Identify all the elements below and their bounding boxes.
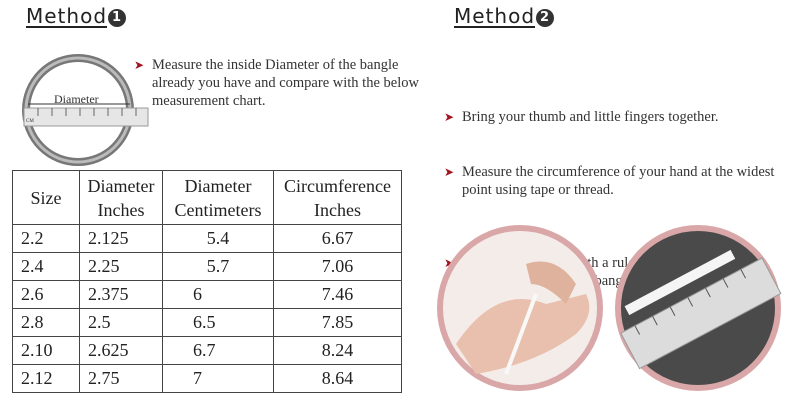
method1-instruction: ➤ Measure the inside Diameter of the bang… xyxy=(134,57,419,109)
table-row: 2.12 2.75 7 8.64 xyxy=(12,364,402,393)
table-row: 2.8 2.5 6.5 7.85 xyxy=(12,308,402,337)
header-size: Size xyxy=(12,170,80,225)
ruler-unit: CM xyxy=(26,119,34,124)
number-badge: 2 xyxy=(536,9,555,27)
arrow-bullet-icon: ➤ xyxy=(444,165,455,179)
ruler-photo xyxy=(615,225,782,391)
table-row: 2.10 2.625 6.7 8.24 xyxy=(12,336,402,365)
method2-title: Method 2 xyxy=(454,4,555,28)
size-chart-table: Size Diameter Inches Diameter Centimeter… xyxy=(12,170,402,393)
arrow-bullet-icon: ➤ xyxy=(134,58,145,72)
diameter-label: Diameter xyxy=(54,92,99,106)
header-diameter-inches: Diameter Inches xyxy=(79,170,163,225)
arrow-bullet-icon: ➤ xyxy=(444,256,455,270)
header-diameter-cm: Diameter Centimeters xyxy=(162,170,274,225)
table-row: 2.6 2.375 6 7.46 xyxy=(12,280,402,309)
table-row: 2.2 2.125 5.4 6.67 xyxy=(12,224,402,253)
bangle-ruler-diagram: CM xyxy=(22,54,149,166)
table-row: 2.4 2.25 5.7 7.06 xyxy=(12,252,402,281)
hand-thread-photo xyxy=(437,225,603,391)
arrow-bullet-icon: ➤ xyxy=(444,110,455,124)
method2-step-2: ➤ Measure the circumference of your hand … xyxy=(444,164,775,198)
header-circumference: Circumference Inches xyxy=(273,170,402,225)
number-badge: 1 xyxy=(108,9,127,27)
method2-step-1: ➤ Bring your thumb and little fingers tog… xyxy=(444,109,719,125)
method1-title: Method 1 xyxy=(26,4,127,28)
